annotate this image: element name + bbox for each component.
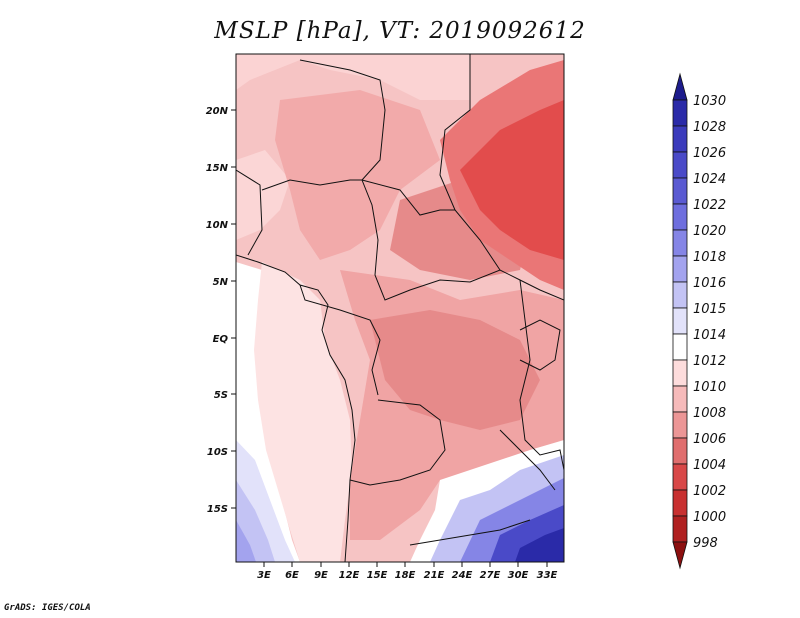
- colorbar-label: 1010: [693, 380, 726, 395]
- colorbar-top-triangle: [672, 72, 688, 101]
- lon-label: 21E: [424, 570, 445, 581]
- lat-label: 10N: [206, 220, 229, 231]
- colorbar-cell: [672, 437, 688, 465]
- lat-label: EQ: [213, 334, 229, 345]
- pressure-field: [236, 54, 564, 562]
- colorbar-label: 1006: [693, 432, 726, 447]
- lon-label: 12E: [339, 570, 360, 581]
- lat-label: 20N: [206, 106, 229, 117]
- colorbar-label: 1030: [693, 94, 726, 109]
- lon-label: 15E: [367, 570, 388, 581]
- lat-label: 5N: [213, 277, 229, 288]
- colorbar-label: 1020: [693, 224, 726, 239]
- colorbar-label: 1026: [693, 146, 726, 161]
- colorbar-label: 1024: [693, 172, 726, 187]
- colorbar-cell: [672, 463, 688, 491]
- lon-label: 9E: [314, 570, 328, 581]
- colorbar-cell: [672, 333, 688, 361]
- colorbar-cell: [672, 359, 688, 387]
- colorbar-cell: [672, 489, 688, 517]
- map-title: MSLP [hPa], VT: 2019092612: [214, 18, 586, 44]
- colorbar-label: 1000: [693, 510, 726, 525]
- grads-credit: GrADS: IGES/COLA: [4, 603, 91, 613]
- colorbar-cell: [672, 99, 688, 127]
- colorbar-label: 1012: [693, 354, 726, 369]
- lat-axis: [231, 109, 236, 509]
- lon-axis: [263, 562, 548, 567]
- colorbar-label: 1028: [693, 120, 726, 135]
- lon-label: 18E: [395, 570, 416, 581]
- colorbar-label: 998: [693, 536, 718, 551]
- lat-label: 10S: [207, 447, 228, 458]
- lon-label: 6E: [285, 570, 299, 581]
- colorbar-label: 1004: [693, 458, 726, 473]
- colorbar-label: 1016: [693, 276, 726, 291]
- colorbar-cell: [672, 177, 688, 205]
- colorbar-bottom-triangle: [672, 541, 688, 570]
- colorbar-cell: [672, 151, 688, 179]
- lon-label: 3E: [257, 570, 271, 581]
- lon-label: 27E: [480, 570, 501, 581]
- colorbar-cell: [672, 411, 688, 439]
- colorbar: 1030 1028 1026 1024 1022 1020 1018 1016 1015 1014…: [672, 72, 726, 570]
- colorbar-label: 1008: [693, 406, 726, 421]
- colorbar-cell: [672, 281, 688, 309]
- lon-label: 24E: [452, 570, 473, 581]
- lat-label: 15S: [207, 504, 228, 515]
- colorbar-label: 1018: [693, 250, 726, 265]
- colorbar-cell: [672, 203, 688, 231]
- colorbar-cell: [672, 125, 688, 153]
- colorbar-label: 1015: [693, 302, 726, 317]
- colorbar-label: 1002: [693, 484, 726, 499]
- country-borders: [236, 54, 564, 562]
- colorbar-cell: [672, 385, 688, 413]
- lon-label: 30E: [508, 570, 529, 581]
- colorbar-cell: [672, 307, 688, 335]
- lon-label: 33E: [537, 570, 558, 581]
- colorbar-label: 1022: [693, 198, 726, 213]
- colorbar-cell: [672, 229, 688, 257]
- colorbar-cell: [672, 255, 688, 283]
- plot-frame: [235, 53, 565, 563]
- colorbar-cell: [672, 515, 688, 543]
- lat-label: 15N: [206, 163, 229, 174]
- lat-label: 5S: [214, 390, 228, 401]
- colorbar-label: 1014: [693, 328, 726, 343]
